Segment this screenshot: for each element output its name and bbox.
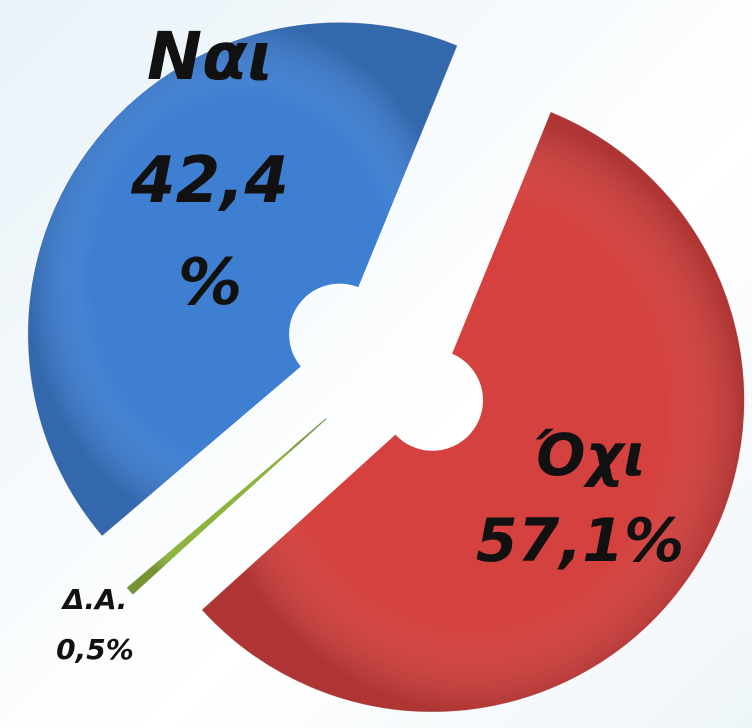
value-label: 42,4 % xyxy=(131,144,289,321)
slice-label: Ναι xyxy=(146,18,274,95)
value-label: 57,1% xyxy=(475,506,685,576)
slice-label: Όχι xyxy=(534,421,646,489)
value-label: 0,5% xyxy=(56,633,134,666)
slice-label: Δ.Α. xyxy=(62,583,128,616)
